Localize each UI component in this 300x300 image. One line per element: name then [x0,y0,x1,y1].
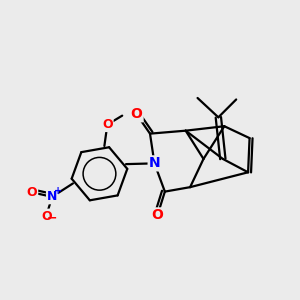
Text: −: − [46,211,57,224]
Text: N: N [148,156,160,170]
Text: +: + [54,186,62,196]
Text: N: N [47,190,57,203]
Text: O: O [152,208,164,222]
Text: O: O [131,107,142,121]
Text: O: O [27,186,37,199]
Text: O: O [41,210,52,223]
Text: O: O [102,118,113,131]
